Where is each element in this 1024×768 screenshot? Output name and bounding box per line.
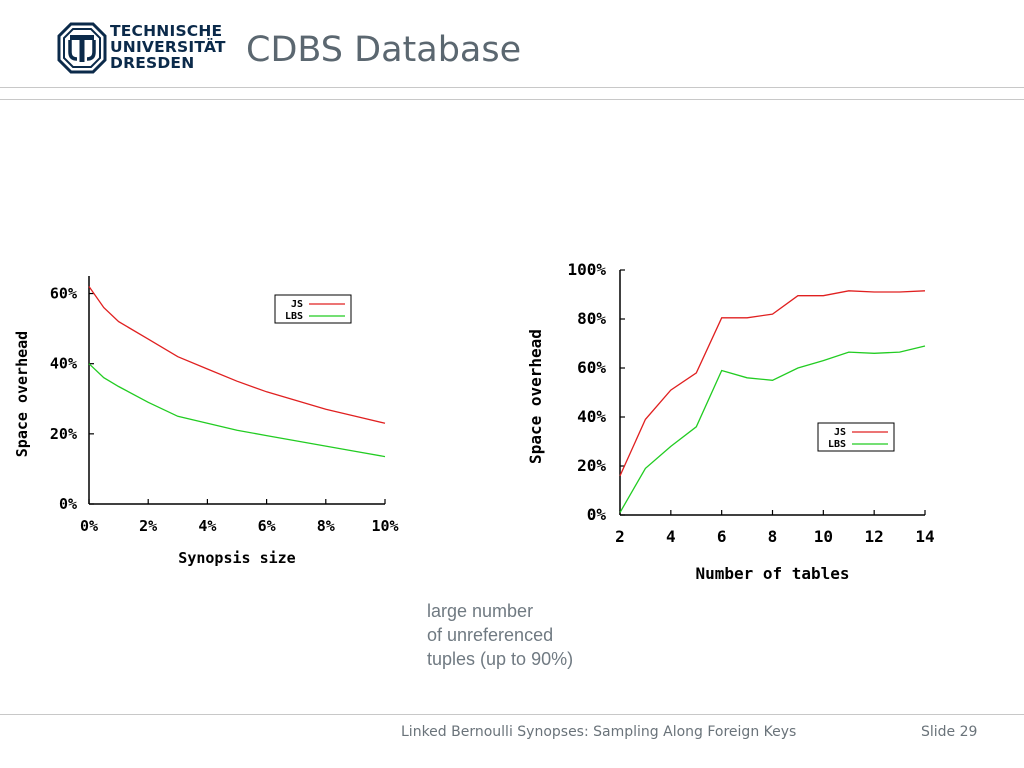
slide-number: Slide 29 [921,724,978,740]
note-line: tuples (up to 90%) [427,649,574,669]
chart-synopsis-size: 0% 20% 40% 60% 0% 2% 4% 6% 8% 10% Synopsis size Spa… [13,276,399,567]
footer-title: Linked Bernoulli Synopses: Sampling Alon… [401,724,797,740]
x-tick-label: 10 [814,527,833,546]
x-tick-label: 12 [865,527,884,546]
legend-box [817,422,895,452]
x-tick-label: 6 [717,527,727,546]
legend-label: LBS [285,311,303,322]
footer-divider [0,714,1024,715]
legend-label: LBS [828,439,846,450]
x-tick-label: 4% [198,517,216,535]
logo-line: DRESDEN [110,54,195,72]
x-tick-label: 10% [371,517,398,535]
series-line-lbs [88,363,386,458]
logo-line: UNIVERSITÄT [110,38,226,56]
header-divider [0,87,1024,88]
y-tick-label: 0% [59,495,77,513]
annotation-note: large number of unreferenced tuples (up … [427,599,573,671]
x-tick-label: 2% [139,517,157,535]
note-line: of unreferenced [427,625,554,645]
slide-title: CDBS Database [246,30,522,70]
tu-dresden-emblem-icon [57,22,107,74]
x-tick-label: 14 [915,527,934,546]
y-tick-label: 20% [577,456,606,475]
header-divider-lower [0,99,1024,100]
y-tick-label: 60% [577,358,606,377]
x-axis-label: Number of tables [695,564,849,583]
note-line: large number [427,601,534,621]
x-tick-label: 6% [258,517,276,535]
logo-wordmark: TECHNISCHE UNIVERSITÄT DRESDEN [110,23,226,71]
y-tick-label: 80% [577,309,606,328]
y-tick-label: 60% [50,285,77,303]
legend-label: JS [291,299,303,310]
x-axis-label: Synopsis size [178,549,295,567]
slide-header: TECHNISCHE UNIVERSITÄT DRESDEN CDBS Data… [0,0,1024,100]
y-axis-label: Space overhead [13,331,31,457]
x-tick-label: 4 [666,527,676,546]
logo-line: TECHNISCHE [110,22,223,40]
series-line-js [88,286,386,424]
y-tick-label: 100% [567,260,606,279]
y-tick-label: 40% [50,355,77,373]
y-tick-label: 20% [50,425,77,443]
x-tick-label: 8 [768,527,778,546]
chart-number-of-tables: 0% 20% 40% 60% 80% 100% 2 4 6 8 10 12 14 Number of ta… [526,260,935,583]
x-tick-label: 0% [80,517,98,535]
legend-box [274,294,352,324]
legend-label: JS [834,427,846,438]
series-line-lbs [619,345,926,513]
x-tick-label: 8% [317,517,335,535]
y-tick-label: 40% [577,407,606,426]
series-line-js [619,290,926,477]
tu-dresden-logo: TECHNISCHE UNIVERSITÄT DRESDEN [57,22,226,76]
x-tick-label: 2 [615,527,625,546]
y-tick-label: 0% [587,505,607,524]
y-axis-label: Space overhead [526,329,545,464]
